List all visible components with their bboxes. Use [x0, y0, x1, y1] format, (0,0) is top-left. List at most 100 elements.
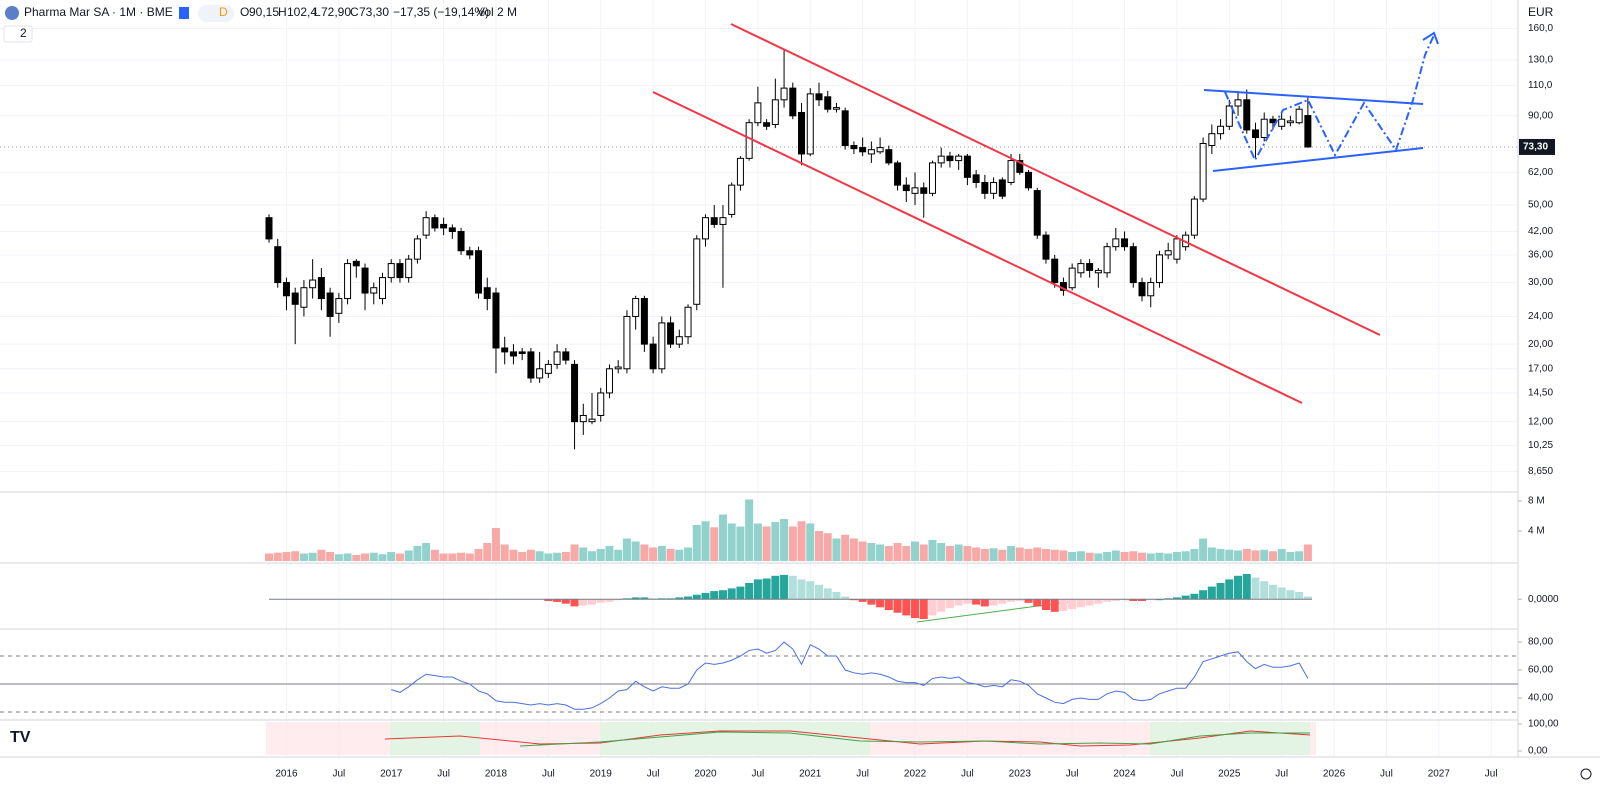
volume-bar [1138, 552, 1146, 561]
volume-bar [771, 521, 780, 561]
volume-bar [265, 553, 273, 561]
volume-bar [692, 524, 701, 561]
volume-bar [413, 545, 422, 561]
volume-bar [448, 553, 457, 561]
histogram-bar [1050, 599, 1059, 612]
candle-body [536, 368, 544, 379]
histogram-bar [1103, 599, 1112, 602]
histogram-bar [902, 599, 911, 616]
triangle-line [1212, 147, 1424, 172]
volume-bar [1251, 550, 1260, 561]
histogram-bar [684, 596, 693, 600]
volume-bar [1242, 548, 1251, 561]
x-tick-label: 2023 [1009, 769, 1032, 780]
candle-body [1243, 99, 1251, 131]
ohlc-label: H [278, 5, 287, 19]
volume-bar [282, 551, 291, 561]
candle-body [684, 306, 692, 338]
volume-bar [1181, 551, 1190, 561]
candle-body [1025, 171, 1033, 189]
y-tick-label: 8,650 [1528, 466, 1553, 477]
projection-arrow [1422, 31, 1439, 45]
candle-body [1155, 254, 1163, 284]
volume-bar [1268, 551, 1277, 561]
tv-logo[interactable]: TV [10, 729, 31, 746]
volume-bar [1207, 547, 1216, 561]
volume-bar [841, 534, 850, 561]
y-tick-label: 60,00 [1528, 665, 1553, 676]
candle-body [274, 246, 282, 284]
candle-body [972, 174, 980, 183]
volume-bar [1295, 551, 1304, 561]
volume-bar [605, 545, 614, 561]
candle-body [850, 145, 858, 150]
volume-bar [980, 548, 989, 561]
flag-icon[interactable] [179, 7, 189, 19]
indicator-toggle[interactable] [3, 25, 33, 43]
volume-bar [326, 551, 335, 561]
settings-icon[interactable] [1580, 768, 1592, 780]
candle-body [553, 351, 561, 365]
candle-body [885, 149, 893, 164]
volume-bar [1041, 548, 1050, 561]
symbol-title[interactable]: Pharma Mar SA · 1M · BME [24, 5, 173, 19]
volume-bar [902, 545, 911, 561]
volume-bar [806, 523, 815, 561]
candle-body [492, 292, 500, 349]
volume-bar [1120, 551, 1129, 561]
ohlc-value: 102,4 [287, 5, 317, 19]
candle-body [1033, 190, 1041, 236]
x-tick-label: 2022 [904, 769, 927, 780]
volume-bar [797, 521, 806, 561]
volume-bar [884, 545, 893, 561]
ohlc-value: 72,90 [321, 5, 351, 19]
histogram-bar [1041, 599, 1050, 610]
x-tick-label: Jul [1275, 769, 1288, 780]
candle-body [597, 392, 605, 416]
x-tick-label: Jul [1066, 769, 1079, 780]
volume-bar [500, 544, 509, 561]
volume-bar [823, 533, 832, 561]
x-tick-label: Jul [332, 769, 345, 780]
volume-bar [1277, 548, 1286, 561]
volume-bar [334, 554, 343, 561]
candle-body [763, 122, 771, 127]
volume-bar [1007, 545, 1016, 561]
y-tick-label: 20,00 [1528, 339, 1553, 350]
candle-body [920, 187, 928, 194]
volume-bar [317, 549, 326, 561]
volume-bar [439, 553, 448, 561]
volume-bar [963, 545, 972, 561]
histogram-bar [867, 599, 876, 605]
volume-bar [1146, 553, 1155, 561]
volume-bar [361, 553, 370, 561]
volume-bar [526, 549, 535, 561]
currency[interactable]: EUR [1528, 5, 1554, 19]
y-tick-label: 0,0000 [1528, 594, 1559, 605]
volume-bar [911, 541, 920, 561]
volume-bar [1164, 553, 1173, 561]
volume-bar [631, 541, 640, 561]
volume-bar [945, 545, 954, 561]
volume-bar [718, 514, 727, 561]
y-tick-label: 40,00 [1528, 693, 1553, 704]
candle-body [963, 155, 971, 178]
volume-bar [1076, 551, 1085, 561]
indicator-count[interactable]: 2 [20, 26, 27, 40]
histogram-bar [753, 579, 762, 600]
triangle-line [1203, 89, 1424, 105]
x-tick-label: Jul [647, 769, 660, 780]
volume-bar [1303, 544, 1312, 561]
histogram-bar [1059, 599, 1068, 611]
candle-body [1121, 238, 1129, 248]
candle-body [475, 250, 483, 294]
x-tick-label: 2027 [1428, 769, 1451, 780]
y-tick-label: 36,00 [1528, 250, 1553, 261]
histogram-bar [1007, 599, 1016, 602]
candle-body [1217, 125, 1225, 135]
volume-bar [684, 547, 693, 561]
volume-bar [989, 548, 998, 561]
volume-bar [849, 538, 858, 561]
ohlc-value: 73,30 [359, 5, 389, 19]
plot: 2016 Jul 2017 Jul 2018 Jul 2019 Jul 2020 Jul 2021 J… [0, 23, 1559, 780]
